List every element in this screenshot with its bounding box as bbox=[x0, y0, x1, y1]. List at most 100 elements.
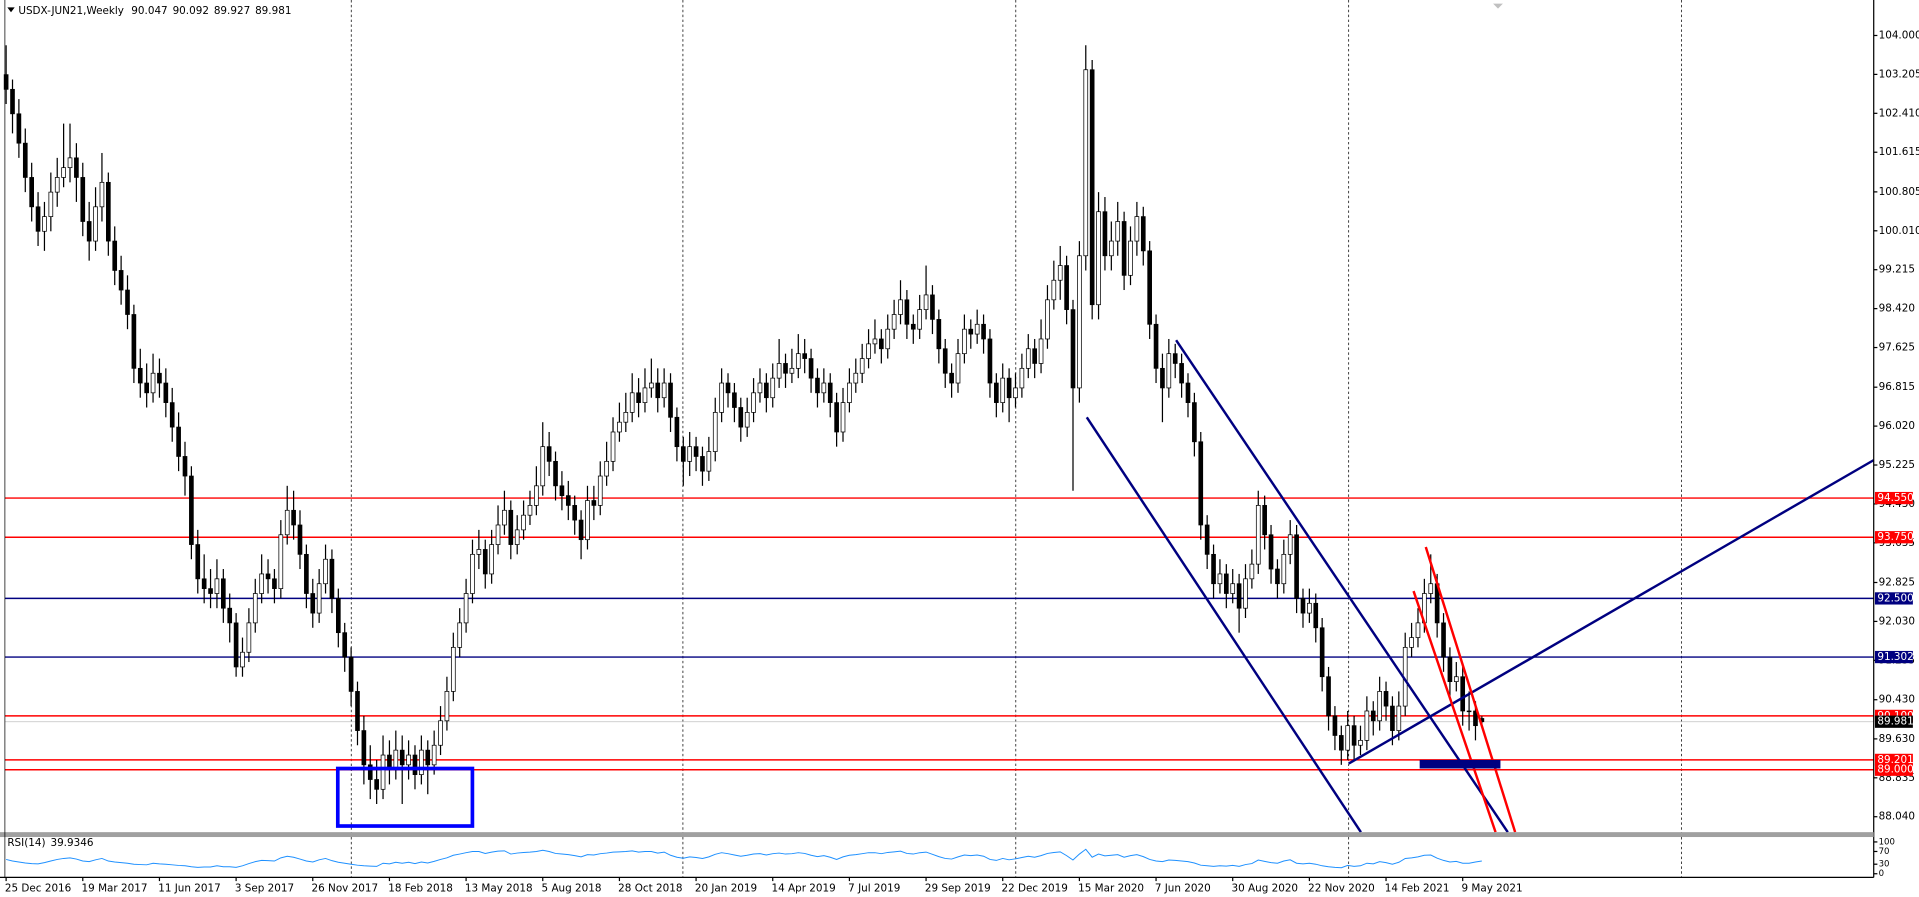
candle-body bbox=[847, 382, 852, 403]
candle-body bbox=[949, 372, 954, 384]
level-label: 89.000 bbox=[1877, 764, 1913, 776]
candle-body bbox=[1453, 676, 1459, 682]
candle-body bbox=[565, 495, 571, 506]
candle-body bbox=[93, 206, 98, 242]
candle-body bbox=[240, 651, 245, 668]
candle-body bbox=[521, 514, 526, 531]
candle-body bbox=[1153, 323, 1159, 369]
candle-body bbox=[1083, 69, 1089, 257]
candle-body bbox=[1326, 676, 1331, 717]
candle-body bbox=[930, 294, 935, 320]
x-tick-label: 3 Sep 2017 bbox=[235, 882, 294, 894]
candle-body bbox=[629, 392, 635, 413]
candle-body bbox=[125, 289, 130, 315]
candle-body bbox=[259, 573, 264, 594]
candle-body bbox=[374, 779, 379, 790]
candle-body bbox=[1096, 211, 1101, 306]
candle-body bbox=[795, 353, 801, 369]
candle-body bbox=[1255, 505, 1261, 565]
candle-body bbox=[412, 754, 418, 775]
candle-body bbox=[789, 367, 795, 374]
candle-body bbox=[291, 509, 296, 526]
candle-body bbox=[968, 328, 974, 335]
candle-body bbox=[1243, 578, 1248, 609]
candle-body bbox=[476, 549, 482, 555]
candle-body bbox=[1000, 377, 1006, 403]
candle-body bbox=[1057, 265, 1063, 281]
candle-body bbox=[1300, 598, 1306, 614]
y-tick-label: 98.420 bbox=[1879, 303, 1915, 315]
candle-body bbox=[348, 656, 354, 692]
candle-body bbox=[1268, 534, 1274, 570]
candle-body bbox=[450, 646, 456, 692]
candle-body bbox=[604, 460, 609, 477]
candle-body bbox=[310, 593, 316, 614]
candle-body bbox=[1185, 382, 1191, 403]
candle-body bbox=[1415, 622, 1421, 638]
candle-body bbox=[214, 578, 220, 594]
indicator-header: RSI(14) 39.9346 bbox=[7, 837, 93, 849]
candle-body bbox=[751, 392, 756, 413]
candle-body bbox=[80, 177, 86, 222]
high: 90.092 bbox=[173, 5, 209, 17]
level-label-box bbox=[1874, 491, 1913, 505]
trend-line bbox=[1424, 546, 1517, 833]
candle-body bbox=[1275, 568, 1280, 585]
candle-body bbox=[425, 749, 431, 766]
y-tick-label: 101.615 bbox=[1879, 146, 1919, 158]
levels bbox=[4, 497, 1874, 771]
y-tick-label: 103.205 bbox=[1879, 68, 1919, 80]
candle-body bbox=[1032, 348, 1037, 364]
candle-body bbox=[610, 431, 616, 462]
x-tick-label: 22 Dec 2019 bbox=[1002, 882, 1068, 894]
drawings bbox=[335, 3, 1875, 833]
candle-body bbox=[578, 519, 584, 541]
level-label-box bbox=[1874, 650, 1913, 664]
candle-body bbox=[572, 505, 578, 521]
x-tick-label: 5 Aug 2018 bbox=[542, 882, 602, 894]
candle-body bbox=[885, 328, 891, 350]
candle-body bbox=[3, 74, 9, 90]
candle-body bbox=[118, 270, 124, 291]
candle-body bbox=[22, 142, 28, 178]
candle-body bbox=[48, 191, 54, 217]
candle-body bbox=[840, 402, 846, 433]
last-price-label: 89.981 bbox=[1877, 716, 1913, 728]
x-tick-label: 22 Nov 2020 bbox=[1308, 882, 1375, 894]
candle-body bbox=[744, 412, 750, 428]
candle-body bbox=[764, 382, 769, 399]
candle-body bbox=[712, 412, 718, 452]
candle-body bbox=[1192, 402, 1197, 443]
candle-body bbox=[546, 446, 552, 462]
candle-body bbox=[1294, 534, 1299, 599]
candle-body bbox=[802, 353, 808, 359]
candle-body bbox=[700, 456, 705, 472]
candle-body bbox=[1466, 710, 1472, 713]
candle-body bbox=[1287, 534, 1293, 555]
candle-body bbox=[534, 485, 539, 506]
candle-body bbox=[29, 177, 34, 208]
candle-body bbox=[1262, 505, 1267, 536]
candle-body bbox=[585, 500, 590, 541]
candle-body bbox=[955, 353, 961, 384]
candles bbox=[3, 45, 1485, 804]
candle-body bbox=[1115, 221, 1121, 242]
zone-box bbox=[335, 766, 475, 828]
candle-body bbox=[623, 412, 629, 423]
candle-body bbox=[917, 309, 923, 330]
candle-body bbox=[1460, 676, 1466, 712]
candle-body bbox=[1409, 637, 1414, 648]
candle-body bbox=[144, 382, 149, 394]
x-tick-label: 30 Aug 2020 bbox=[1231, 882, 1298, 894]
candle-body bbox=[316, 583, 322, 614]
x-tick-label: 29 Sep 2019 bbox=[925, 882, 991, 894]
candle-body bbox=[910, 323, 916, 330]
candle-body bbox=[661, 382, 667, 399]
candle-body bbox=[757, 382, 763, 394]
candle-body bbox=[981, 323, 986, 340]
candle-body bbox=[361, 730, 367, 766]
candle-body bbox=[1332, 715, 1338, 736]
x-tick-label: 11 Jun 2017 bbox=[158, 882, 221, 894]
candle-body bbox=[323, 558, 328, 585]
x-tick-label: 7 Jun 2020 bbox=[1155, 882, 1211, 894]
